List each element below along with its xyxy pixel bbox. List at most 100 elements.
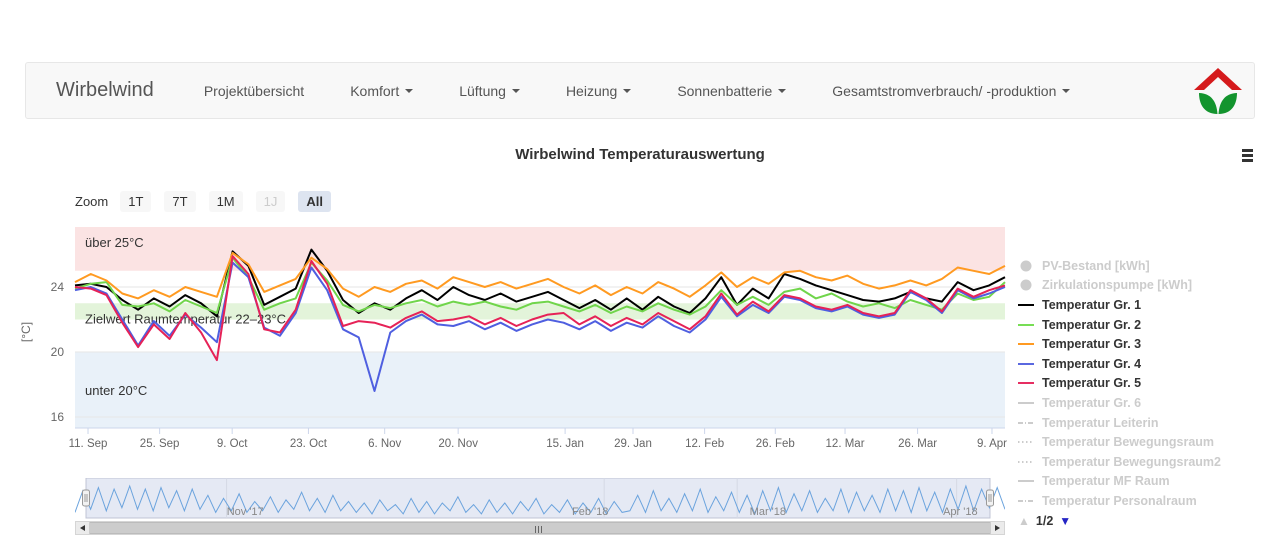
legend-item-temperatur-gr-4[interactable]: Temperatur Gr. 4: [1018, 354, 1268, 374]
legend-page-down-icon[interactable]: ▼: [1059, 513, 1072, 528]
scrollbar-left-arrow[interactable]: [76, 522, 90, 534]
legend-line-marker-icon: [1018, 343, 1034, 346]
chart-plot-area[interactable]: über 25°C Zielwert Raumtemperatur 22–23°C…: [0, 220, 1010, 460]
x-tick-label: 15. Jan: [546, 438, 584, 450]
scrollbar-grip-icon: [535, 525, 542, 533]
x-tick-label: 12. Mar: [826, 438, 865, 450]
chevron-down-icon: [778, 88, 787, 93]
legend-item-temperatur-leiterin[interactable]: Temperatur Leiterin: [1018, 413, 1268, 433]
navigator-label: Nov '17: [227, 506, 264, 518]
legend-line-marker-icon: [1018, 480, 1034, 483]
x-tick-label: 25. Sep: [140, 438, 180, 450]
x-tick-label: 11. Sep: [69, 438, 108, 450]
nav-item-heizung[interactable]: Heizung: [566, 83, 632, 99]
range-selector: Zoom 1T 7T 1M 1J All: [75, 191, 344, 212]
y-tick-label: 20: [51, 345, 65, 359]
legend-line-marker-icon: [1018, 499, 1034, 502]
scrollbar-right-arrow[interactable]: [990, 522, 1004, 534]
navigator-label: Apr '18: [943, 506, 978, 518]
legend-item-label: Temperatur Bewegungsraum2: [1042, 454, 1221, 469]
x-tick-label: 26. Mar: [898, 438, 937, 450]
chart-navigator[interactable]: Nov '17 Feb '18 Mar '18 Apr '18: [75, 478, 1005, 520]
zoom-button-1t[interactable]: 1T: [120, 191, 152, 212]
nav-item-label: Komfort: [350, 82, 400, 99]
navigator-handle-right[interactable]: [986, 489, 994, 507]
legend-item-label: Temperatur Gr. 6: [1042, 395, 1142, 410]
navbar: Wirbelwind Projektübersicht Komfort Lüftun…: [25, 62, 1255, 119]
x-tick-label: 12. Feb: [685, 438, 724, 450]
legend-line-marker-icon: [1018, 441, 1034, 444]
chevron-down-icon: [405, 88, 414, 93]
navigator-label: Mar '18: [750, 506, 786, 518]
plot-band-ber-25-c: [75, 227, 1005, 271]
zoom-button-all[interactable]: All: [298, 191, 331, 212]
legend-item-label: Temperatur Gr. 4: [1042, 356, 1142, 371]
chart-scrollbar[interactable]: [75, 521, 1005, 535]
legend-item-label: Temperatur MF Raum: [1042, 474, 1170, 489]
right-arrow-icon: [995, 525, 1000, 531]
legend-line-marker-icon: [1018, 460, 1034, 463]
left-arrow-icon: [80, 525, 85, 531]
brand-wirbelwind[interactable]: Wirbelwind: [56, 79, 154, 101]
x-tick-label: 23. Oct: [290, 438, 328, 450]
x-tick-label: 26. Feb: [756, 438, 795, 450]
x-tick-label: 20. Nov: [438, 438, 478, 450]
y-tick-label: 24: [51, 280, 65, 294]
chevron-down-icon: [1062, 88, 1071, 93]
zoom-button-1m[interactable]: 1M: [208, 191, 243, 212]
legend-pagination: ▲ 1/2 ▼: [1018, 514, 1268, 528]
zoom-button-1j[interactable]: 1J: [255, 191, 286, 212]
band-label-unter-20-c: unter 20°C: [85, 383, 147, 398]
legend-item-temperatur-personalraum[interactable]: Temperatur Personalraum: [1018, 491, 1268, 511]
zoom-label: Zoom: [75, 194, 109, 209]
wirbelwind-logo: [1194, 68, 1242, 114]
legend-item-temperatur-gr-6[interactable]: Temperatur Gr. 6: [1018, 393, 1268, 413]
legend-item-label: Temperatur Leiterin: [1042, 415, 1159, 430]
series-line-temperatur-gr-3[interactable]: [74, 251, 1006, 300]
nav-item-label: Sonnenbatterie: [677, 82, 773, 99]
legend-item-temperatur-gr-3[interactable]: Temperatur Gr. 3: [1018, 334, 1268, 354]
navigator-series: [75, 484, 1005, 516]
nav-item-projekt-bersicht[interactable]: Projektübersicht: [204, 83, 304, 99]
nav-item-label: Projektübersicht: [203, 82, 305, 99]
nav-item-label: Lüftung: [459, 82, 506, 99]
legend-item-label: Temperatur Gr. 2: [1042, 317, 1142, 332]
navbar-menu: Projektübersicht Komfort Lüftung Heizung Son…: [204, 83, 1071, 99]
band-label-zielwert-raumtemperatur-22-23-c: Zielwert Raumtemperatur 22–23°C: [85, 312, 286, 327]
y-axis-title: [°C]: [19, 322, 33, 342]
nav-item-label: Gesamtstromverbrauch/ -produktion: [832, 82, 1057, 99]
chart-legend: PV-Bestand [kWh] Zirkulationspumpe [kWh] T…: [1018, 256, 1268, 528]
chevron-down-icon: [623, 88, 632, 93]
legend-item-temperatur-gr-1[interactable]: Temperatur Gr. 1: [1018, 295, 1268, 315]
nav-item-komfort[interactable]: Komfort: [350, 82, 414, 99]
legend-line-marker-icon: [1018, 323, 1034, 326]
nav-item-l-ftung[interactable]: Lüftung: [459, 83, 520, 99]
legend-item-temperatur-gr-2[interactable]: Temperatur Gr. 2: [1018, 315, 1268, 335]
legend-item-label: Zirkulationspumpe [kWh]: [1042, 278, 1192, 293]
legend-item-temperatur-bewegungsraum2[interactable]: Temperatur Bewegungsraum2: [1018, 452, 1268, 472]
nav-item-gesamtstromverbrauch-produktion[interactable]: Gesamtstromverbrauch/ -produktion: [832, 82, 1071, 99]
navigator-handle-left[interactable]: [82, 489, 90, 507]
x-tick-label: 9. Apr: [977, 438, 1007, 450]
x-tick-label: 9. Oct: [217, 438, 248, 450]
legend-line-marker-icon: [1018, 303, 1034, 306]
series-line-temperatur-gr-5[interactable]: [74, 255, 1006, 362]
chevron-down-icon: [511, 88, 520, 93]
legend-item-label: Temperatur Personalraum: [1042, 493, 1197, 508]
nav-item-sonnenbatterie[interactable]: Sonnenbatterie: [677, 82, 787, 99]
legend-line-marker-icon: [1018, 362, 1034, 365]
scrollbar-thumb[interactable]: [89, 522, 991, 534]
legend-circle-marker-icon: [1020, 279, 1032, 291]
zoom-button-7t[interactable]: 7T: [164, 191, 196, 212]
legend-item-temperatur-gr-5[interactable]: Temperatur Gr. 5: [1018, 374, 1268, 394]
legend-item-pv-bestand-kwh[interactable]: PV-Bestand [kWh]: [1018, 256, 1268, 276]
hamburger-icon[interactable]: [1242, 149, 1254, 164]
x-tick-label: 29. Jan: [614, 438, 652, 450]
legend-item-label: Temperatur Bewegungsraum: [1042, 435, 1215, 450]
plot-band-unter-20-c: [75, 352, 1005, 428]
legend-item-zirkulationspumpe-kwh[interactable]: Zirkulationspumpe [kWh]: [1018, 276, 1268, 296]
legend-item-temperatur-mf-raum[interactable]: Temperatur MF Raum: [1018, 472, 1268, 492]
legend-page-up-icon[interactable]: ▲: [1018, 513, 1030, 528]
legend-item-temperatur-bewegungsraum[interactable]: Temperatur Bewegungsraum: [1018, 432, 1268, 452]
navigator-label: Feb '18: [572, 506, 608, 518]
